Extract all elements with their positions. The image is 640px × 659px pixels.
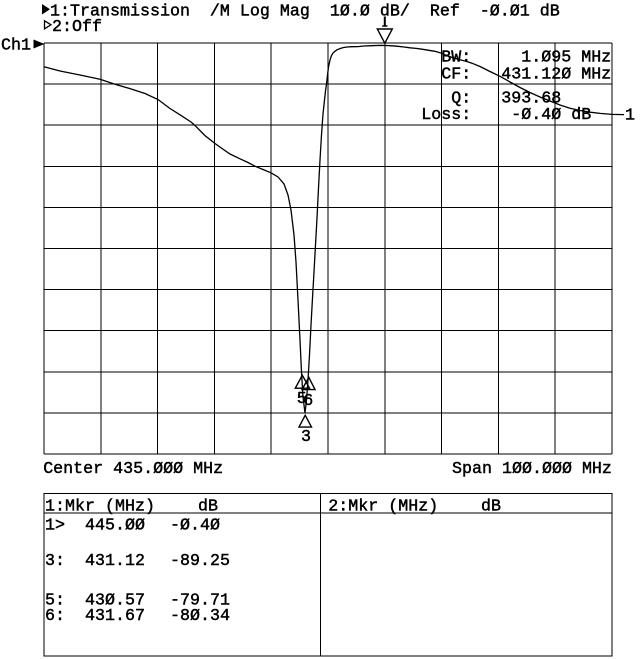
svg-text:2:Mkr (MHz): 2:Mkr (MHz) bbox=[328, 498, 438, 517]
svg-text:-8Ø.34: -8Ø.34 bbox=[170, 607, 230, 626]
svg-text:1: 1 bbox=[625, 107, 635, 126]
svg-text:Ch1: Ch1 bbox=[1, 37, 31, 56]
svg-text:-79.71: -79.71 bbox=[170, 592, 230, 611]
svg-text:dB: dB bbox=[198, 498, 218, 517]
svg-text:dB: dB bbox=[481, 498, 501, 517]
svg-text:5: 5 bbox=[297, 390, 307, 409]
svg-text:6: 431.67: 6: 431.67 bbox=[45, 607, 145, 626]
svg-text:1:Transmission /M Log Mag 1Ø: 1:Transmission /M Log Mag 1Ø.Ø dB/ Ref -… bbox=[50, 3, 560, 22]
svg-text:1> 445.ØØ: 1> 445.ØØ bbox=[45, 517, 145, 536]
svg-text:-89.25: -89.25 bbox=[170, 552, 230, 571]
svg-text:2:Off: 2:Off bbox=[52, 18, 102, 37]
svg-text:5: 43Ø.57: 5: 43Ø.57 bbox=[45, 592, 145, 611]
svg-text:-Ø.4Ø: -Ø.4Ø bbox=[170, 517, 220, 536]
svg-text:1:Mkr (MHz): 1:Mkr (MHz) bbox=[45, 498, 155, 517]
svg-text:Q: 393.68: Q: 393.68 bbox=[451, 90, 561, 109]
svg-text:Center 435.ØØØ MHz: Center 435.ØØØ MHz bbox=[43, 460, 223, 479]
svg-text:CF: 431.12Ø MHz: CF: 431.12Ø MHz bbox=[441, 66, 611, 85]
svg-text:Span 1ØØ.ØØØ MHz: Span 1ØØ.ØØØ MHz bbox=[452, 460, 612, 479]
svg-text:Loss: -Ø.4Ø dB: Loss: -Ø.4Ø dB bbox=[421, 106, 591, 125]
svg-text:3: 3 bbox=[301, 428, 311, 447]
svg-text:BW: 1.Ø95 MHz: BW: 1.Ø95 MHz bbox=[441, 49, 611, 68]
svg-text:6: 6 bbox=[303, 392, 313, 411]
svg-text:3: 431.12: 3: 431.12 bbox=[45, 552, 145, 571]
